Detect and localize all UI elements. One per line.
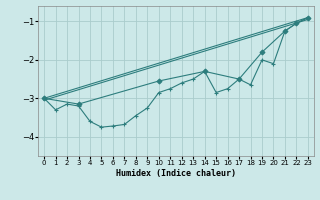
X-axis label: Humidex (Indice chaleur): Humidex (Indice chaleur) [116,169,236,178]
